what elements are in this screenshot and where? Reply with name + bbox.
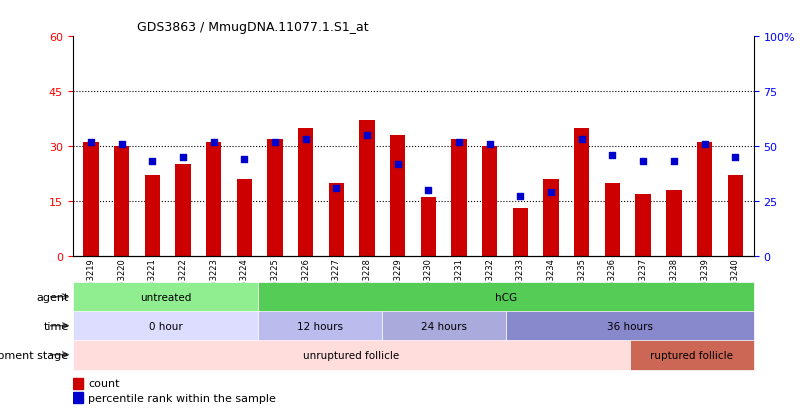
Bar [176, 165, 191, 256]
Point [514, 194, 527, 200]
Bar [390, 136, 405, 256]
Point [177, 154, 189, 161]
Text: 36 hours: 36 hours [607, 321, 653, 331]
Text: 12 hours: 12 hours [297, 321, 343, 331]
Bar [728, 176, 743, 256]
Point [667, 159, 680, 165]
Point [268, 139, 281, 145]
Bar [421, 198, 436, 256]
Point [360, 133, 373, 139]
Point [545, 189, 558, 196]
Bar [604, 183, 620, 256]
Point [299, 137, 312, 143]
Text: hCG: hCG [495, 292, 517, 302]
Bar [482, 147, 497, 256]
Point [698, 141, 711, 148]
Text: development stage: development stage [0, 350, 69, 360]
Text: 24 hours: 24 hours [421, 321, 467, 331]
Text: time: time [44, 321, 69, 331]
Bar [258, 282, 754, 312]
Bar [506, 311, 754, 341]
Point [391, 161, 404, 167]
Bar [329, 183, 344, 256]
Bar [268, 139, 283, 256]
Point [729, 154, 742, 161]
Bar [73, 311, 258, 341]
Bar [237, 179, 252, 256]
Bar [206, 143, 222, 256]
Bar [73, 282, 258, 312]
Point [422, 187, 435, 194]
Point [637, 159, 650, 165]
Point [330, 185, 343, 192]
Bar [73, 340, 629, 370]
Bar [73, 392, 83, 403]
Point [238, 157, 251, 163]
Text: agent: agent [36, 292, 69, 302]
Point [575, 137, 588, 143]
Point [85, 139, 98, 145]
Point [146, 159, 159, 165]
Text: 0 hour: 0 hour [148, 321, 182, 331]
Point [484, 141, 496, 148]
Point [606, 152, 619, 159]
Bar [258, 311, 382, 341]
Bar [73, 378, 83, 389]
Bar [83, 143, 98, 256]
Bar [451, 139, 467, 256]
Bar [629, 340, 754, 370]
Point [453, 139, 466, 145]
Bar [697, 143, 713, 256]
Bar [144, 176, 160, 256]
Bar [114, 147, 129, 256]
Point [207, 139, 220, 145]
Bar [298, 128, 314, 256]
Bar [635, 194, 650, 256]
Point [115, 141, 128, 148]
Bar [513, 209, 528, 256]
Bar [543, 179, 559, 256]
Bar [382, 311, 506, 341]
Text: count: count [88, 378, 119, 388]
Text: untreated: untreated [139, 292, 191, 302]
Bar [359, 121, 375, 256]
Text: percentile rank within the sample: percentile rank within the sample [88, 393, 276, 403]
Text: ruptured follicle: ruptured follicle [650, 350, 733, 360]
Text: GDS3863 / MmugDNA.11077.1.S1_at: GDS3863 / MmugDNA.11077.1.S1_at [137, 21, 368, 33]
Text: unruptured follicle: unruptured follicle [303, 350, 399, 360]
Bar [574, 128, 589, 256]
Bar [667, 190, 682, 256]
